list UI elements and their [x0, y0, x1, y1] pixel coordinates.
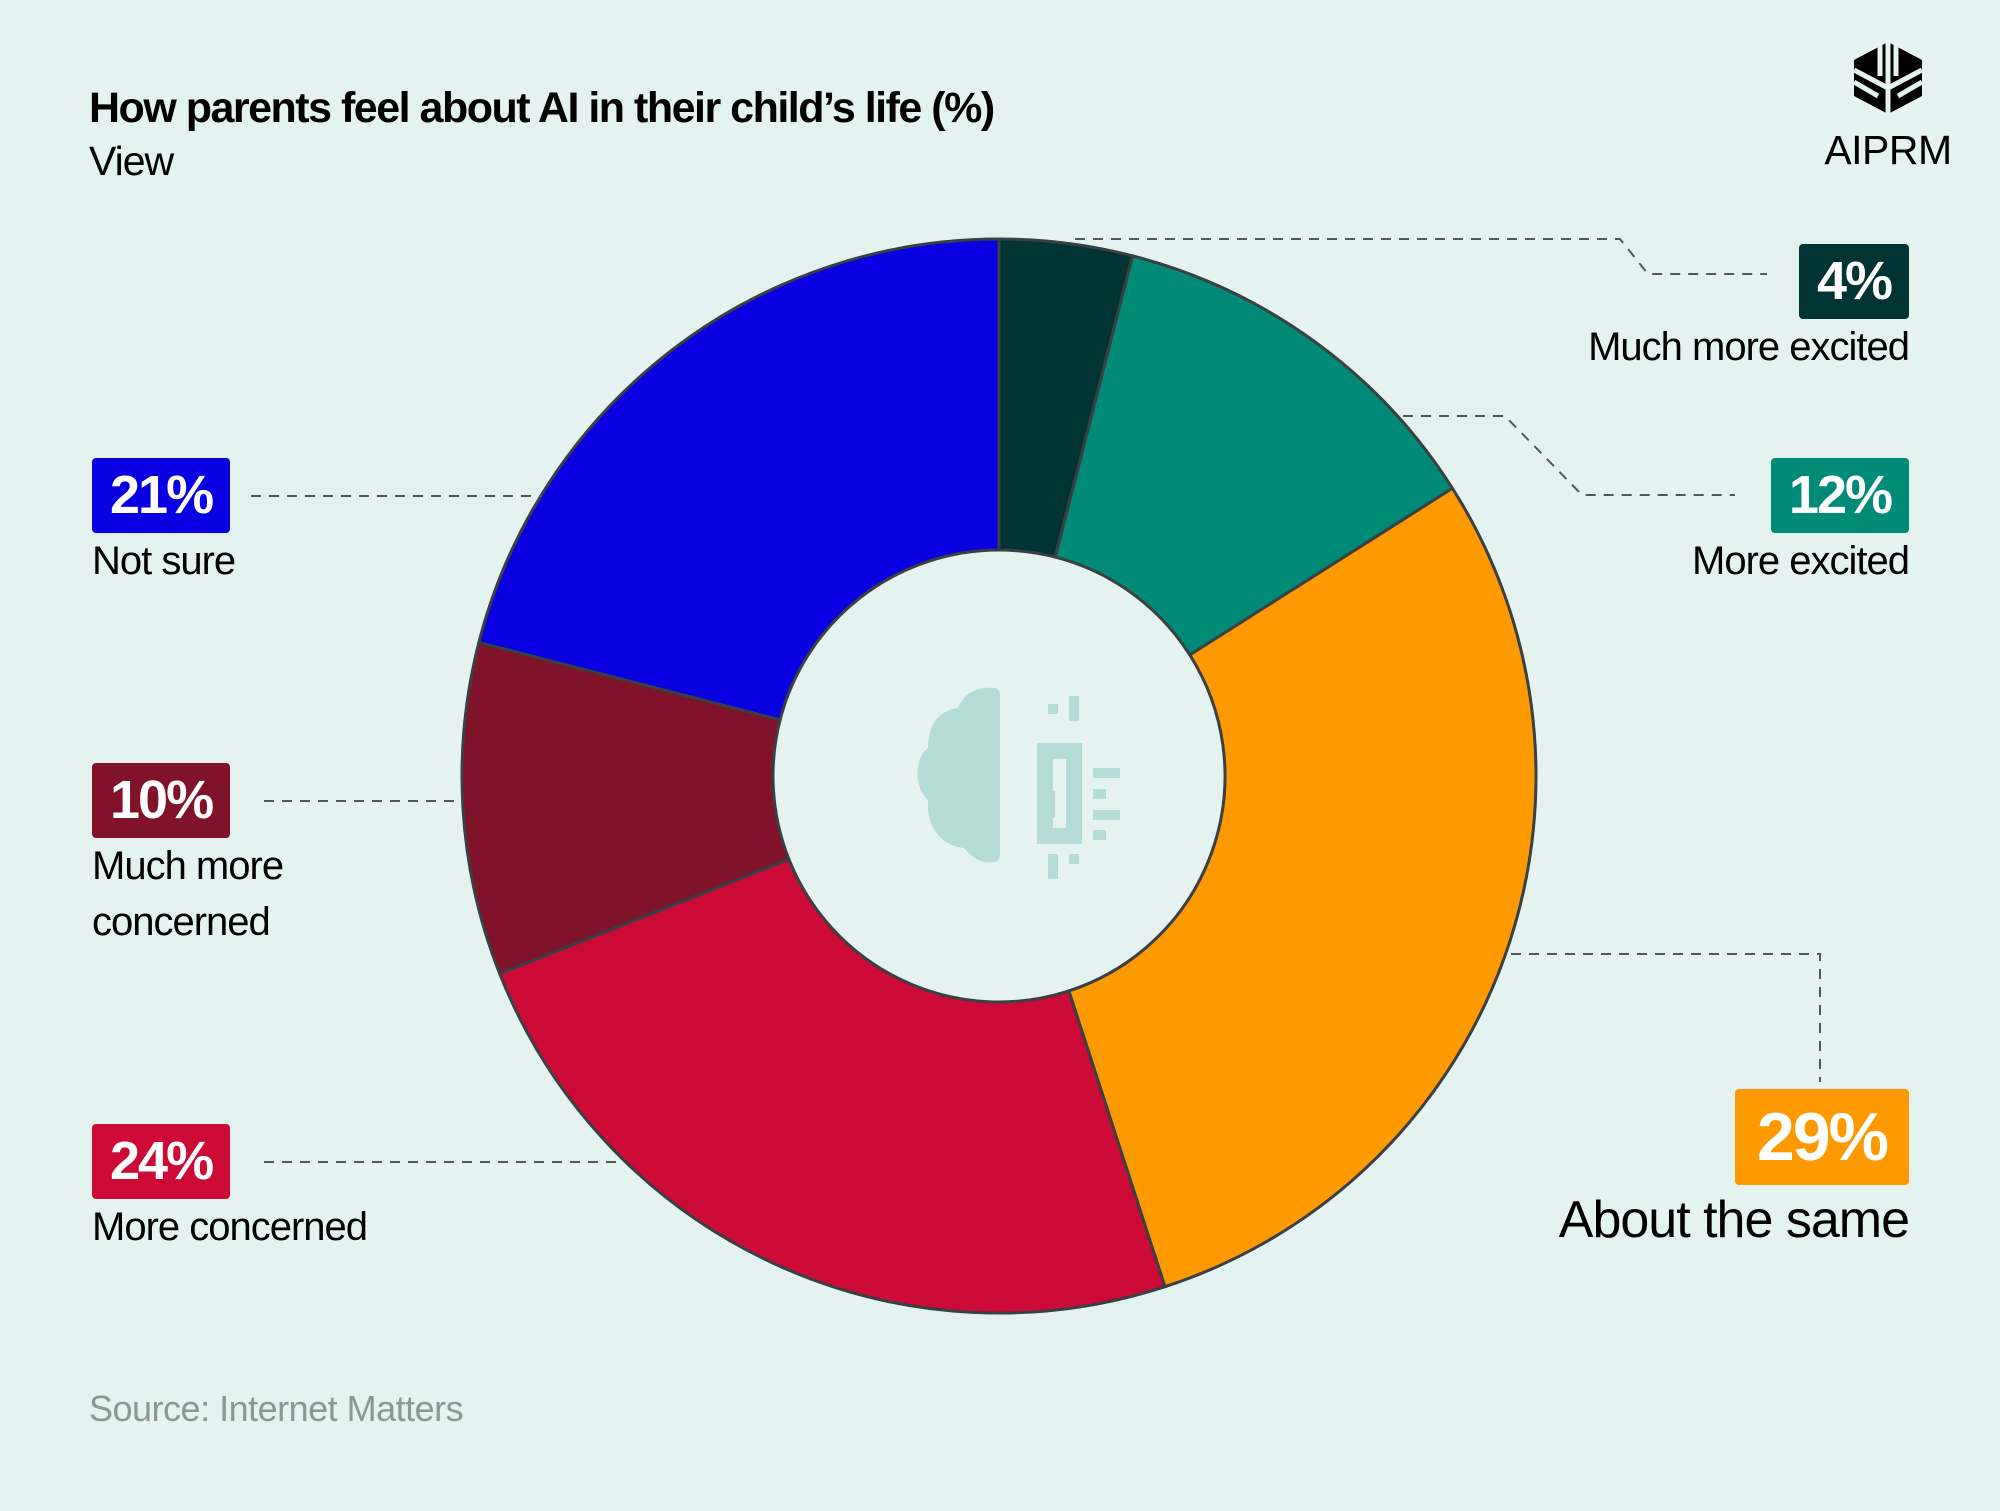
- chart-subtitle: View: [89, 138, 174, 184]
- leader-line-more-excited: [1403, 415, 1735, 496]
- source-note: Source: Internet Matters: [89, 1388, 464, 1429]
- value-badge: 10%: [92, 763, 231, 838]
- value-badge: 29%: [1734, 1089, 1909, 1185]
- logo-text: AIPRM: [1824, 127, 1952, 173]
- category-label: More excited: [1692, 539, 1910, 583]
- value-badge: 4%: [1798, 244, 1909, 319]
- slice-about-the-same: [1066, 486, 1538, 1289]
- slice-much-more-concerned: [460, 640, 791, 976]
- value-badge: 24%: [92, 1124, 231, 1199]
- label-about-the-same: 29% About the same: [1558, 1089, 1910, 1255]
- chart-title: How parents feel about AI in their child…: [89, 84, 995, 132]
- category-label: Much more excited: [1588, 325, 1910, 369]
- value-badge: 21%: [92, 458, 231, 533]
- label-more-concerned: 24% More concerned: [92, 1124, 368, 1255]
- slice-more-excited: [1053, 254, 1455, 657]
- aiprm-logo: AIPRM: [1818, 40, 1958, 174]
- leader-line-about-the-same: [1511, 953, 1821, 1082]
- category-label: Much more concerned: [92, 844, 284, 944]
- category-label: Not sure: [92, 539, 236, 583]
- category-label: About the same: [1558, 1191, 1910, 1249]
- value-badge: 12%: [1770, 458, 1909, 533]
- label-more-excited: 12% More excited: [1692, 458, 1910, 589]
- slice-more-concerned: [497, 857, 1167, 1315]
- aiprm-cube-logo-icon: [1852, 42, 1924, 114]
- label-not-sure: 21% Not sure: [92, 458, 236, 589]
- label-much-more-excited: 4% Much more excited: [1588, 244, 1910, 375]
- leader-line-much-more-excited: [1075, 238, 1767, 275]
- brain-chip-icon: [917, 687, 1120, 879]
- slice-not-sure: [477, 237, 1001, 722]
- category-label: More concerned: [92, 1205, 368, 1249]
- label-much-more-concerned: 10% Much more concerned: [92, 763, 352, 950]
